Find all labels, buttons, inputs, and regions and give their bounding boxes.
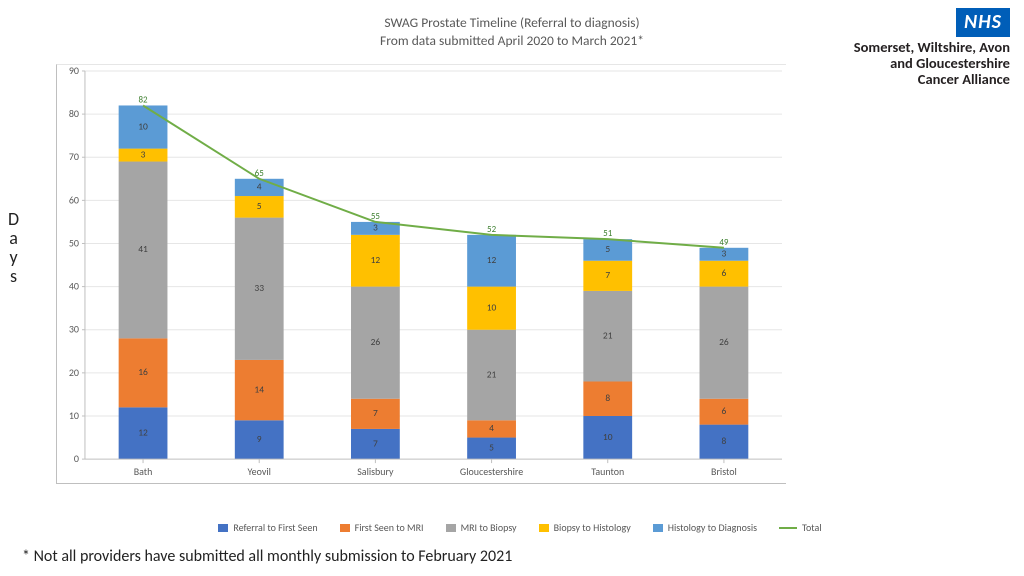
svg-text:82: 82 (138, 95, 148, 106)
svg-text:7: 7 (373, 437, 378, 449)
legend-label: Total (802, 521, 822, 534)
y-axis-label: Days (8, 210, 19, 286)
svg-text:10: 10 (69, 410, 79, 422)
svg-text:26: 26 (371, 336, 381, 348)
svg-text:12: 12 (487, 254, 497, 266)
title-line2: From data submitted April 2020 to March … (0, 32, 1024, 50)
svg-text:60: 60 (69, 194, 79, 206)
svg-text:51: 51 (603, 228, 613, 239)
svg-text:12: 12 (138, 427, 148, 439)
svg-text:70: 70 (69, 151, 79, 163)
legend-swatch (446, 524, 456, 532)
legend-swatch (218, 524, 228, 532)
svg-text:10: 10 (138, 120, 148, 132)
svg-text:5: 5 (605, 243, 610, 255)
svg-text:7: 7 (373, 407, 378, 419)
svg-text:8: 8 (722, 435, 727, 447)
legend-swatch (340, 524, 350, 532)
legend-label: Histology to Diagnosis (668, 521, 757, 534)
svg-text:41: 41 (138, 243, 148, 255)
svg-text:21: 21 (487, 368, 497, 380)
title-line1: SWAG Prostate Timeline (Referral to diag… (0, 14, 1024, 32)
legend: Referral to First Seen First Seen to MRI… (180, 521, 860, 534)
svg-text:10: 10 (487, 301, 497, 313)
legend-item-histology: Biopsy to Histology (539, 521, 631, 534)
svg-text:80: 80 (69, 108, 79, 120)
legend-item-diagnosis: Histology to Diagnosis (653, 521, 757, 534)
svg-text:6: 6 (722, 405, 727, 417)
legend-item-total: Total (779, 521, 822, 534)
svg-text:Bristol: Bristol (711, 466, 737, 478)
svg-text:Salisbury: Salisbury (357, 466, 394, 478)
svg-text:52: 52 (487, 224, 497, 235)
svg-text:6: 6 (722, 267, 727, 279)
legend-line (779, 527, 797, 529)
svg-text:16: 16 (138, 366, 148, 378)
svg-text:3: 3 (373, 222, 378, 234)
svg-text:9: 9 (257, 433, 262, 445)
chart-page: { "brand": { "nhs": "NHS", "line1": "Som… (0, 0, 1024, 576)
svg-text:40: 40 (69, 281, 79, 293)
legend-label: First Seen to MRI (355, 521, 424, 534)
svg-text:30: 30 (69, 324, 79, 336)
chart-title: SWAG Prostate Timeline (Referral to diag… (0, 14, 1024, 49)
brand-line3: Cancer Alliance (918, 70, 1010, 88)
svg-text:12: 12 (371, 254, 381, 266)
legend-item-biopsy: MRI to Biopsy (446, 521, 517, 534)
svg-text:Taunton: Taunton (591, 466, 624, 478)
legend-item-referral: Referral to First Seen (218, 521, 317, 534)
svg-text:5: 5 (257, 200, 262, 212)
svg-text:10: 10 (603, 431, 613, 443)
svg-text:Gloucestershire: Gloucestershire (460, 466, 523, 478)
svg-text:8: 8 (605, 392, 610, 404)
svg-text:3: 3 (722, 248, 727, 260)
svg-text:26: 26 (719, 336, 729, 348)
chart-plot: 010203040506070809012164131082Bath914335… (56, 64, 786, 484)
svg-text:3: 3 (141, 148, 146, 160)
svg-text:50: 50 (69, 237, 79, 249)
legend-label: MRI to Biopsy (461, 521, 517, 534)
svg-text:7: 7 (605, 269, 610, 281)
svg-text:Yeovil: Yeovil (248, 466, 271, 478)
svg-text:90: 90 (69, 65, 79, 77)
footnote: * Not all providers have submitted all m… (22, 547, 512, 566)
svg-text:5: 5 (489, 442, 494, 454)
svg-text:4: 4 (257, 181, 262, 193)
svg-text:21: 21 (603, 329, 613, 341)
svg-text:4: 4 (489, 422, 494, 434)
svg-text:0: 0 (74, 453, 79, 465)
svg-text:Bath: Bath (134, 466, 153, 478)
svg-text:14: 14 (254, 383, 264, 395)
svg-text:49: 49 (719, 237, 729, 248)
legend-swatch (653, 524, 663, 532)
svg-text:33: 33 (254, 282, 264, 294)
legend-item-mri: First Seen to MRI (340, 521, 424, 534)
svg-text:20: 20 (69, 367, 79, 379)
legend-swatch (539, 524, 549, 532)
legend-label: Referral to First Seen (233, 521, 317, 534)
legend-label: Biopsy to Histology (554, 521, 631, 534)
